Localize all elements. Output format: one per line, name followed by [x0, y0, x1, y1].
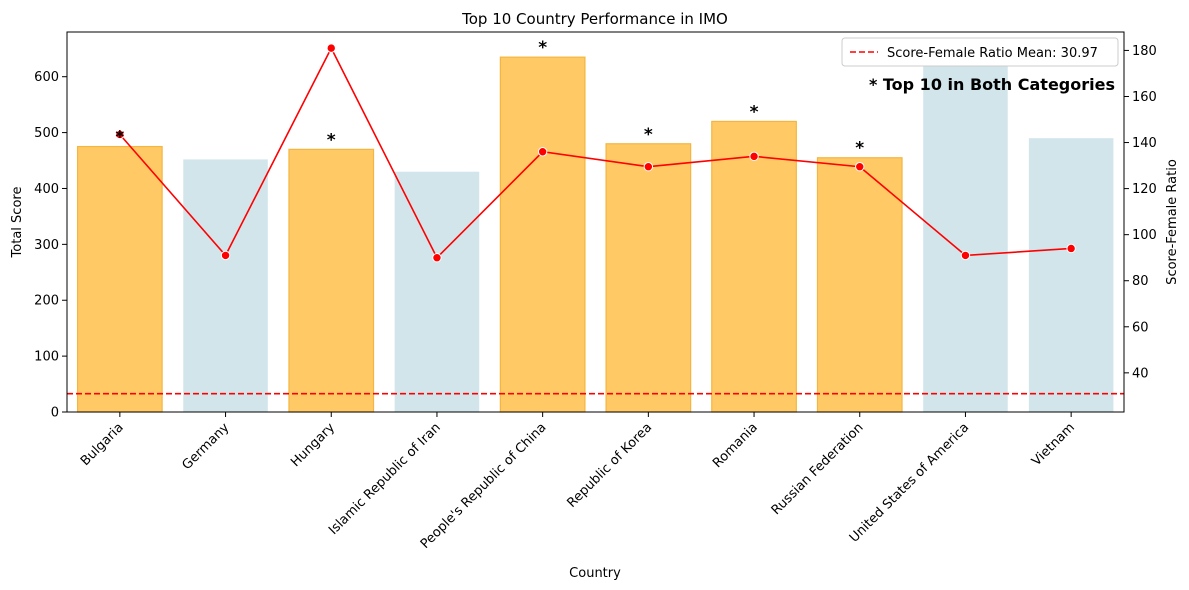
y2-tick-label: 120 [1132, 182, 1157, 197]
ratio-point [326, 43, 336, 53]
star-marker: * [644, 125, 653, 145]
ratio-point [749, 151, 759, 162]
stars-layer: * * * * * * [115, 38, 864, 159]
legend: Score-Female Ratio Mean: 30.97 [841, 37, 1119, 67]
star-marker: * [538, 38, 547, 58]
ratio-point [855, 162, 865, 172]
x-tick-label: Romania [710, 420, 761, 471]
left-axis: 0 100 200 300 400 500 600 [34, 70, 67, 421]
y-tick-label: 100 [34, 350, 59, 365]
y-axis-title: Total Score [10, 187, 25, 259]
y-tick-label: 400 [34, 182, 59, 197]
line-layer [67, 43, 1124, 395]
right-axis: 40 60 80 100 120 140 160 180 [1124, 44, 1157, 381]
ratio-point [1066, 243, 1076, 254]
x-tick-label: People's Republic of China [418, 420, 550, 552]
star-marker: * [115, 128, 124, 148]
ratio-point [432, 252, 442, 263]
y-tick-label: 500 [34, 126, 59, 141]
y2-tick-label: 140 [1132, 136, 1157, 151]
bar-vietnam [1028, 138, 1114, 413]
x-tick-label: Germany [180, 420, 233, 473]
y2-tick-label: 100 [1132, 228, 1157, 243]
x-tick-label: Vietnam [1029, 420, 1078, 469]
bar-islamic-republic-of-iran [394, 171, 480, 412]
y2-tick-label: 80 [1132, 274, 1149, 289]
chart-title: Top 10 Country Performance in IMO [461, 10, 728, 28]
y-tick-label: 0 [51, 406, 59, 421]
ratio-line [119, 46, 1072, 260]
bar-hungary [288, 148, 375, 413]
y-tick-label: 600 [34, 70, 59, 85]
x-tick-label: Republic of Korea [565, 420, 656, 511]
y2-axis-title: Score-Female Ratio [1165, 159, 1180, 285]
x-axis-title: Country [569, 566, 621, 581]
x-tick-label: Hungary [288, 420, 338, 470]
ratio-point [220, 250, 231, 261]
legend-label: Score-Female Ratio Mean: 30.97 [887, 46, 1098, 61]
star-marker: * [327, 130, 336, 150]
x-tick-label: Russian Federation [769, 420, 867, 518]
x-tick-label: Islamic Republic of Iran [326, 420, 444, 538]
bar-united-states-of-america [923, 54, 1008, 413]
bar-republic-of-korea [605, 143, 692, 413]
y-tick-label: 300 [34, 238, 59, 253]
both-categories-annotation: * Top 10 in Both Categories [869, 75, 1115, 94]
y-tick-label: 200 [34, 294, 59, 309]
bar-russian-federation [816, 157, 903, 413]
ratio-point [115, 129, 125, 140]
plot-frame [66, 31, 1125, 413]
y2-tick-label: 180 [1132, 44, 1157, 59]
star-marker: * [750, 102, 759, 122]
bar-romania [711, 120, 797, 413]
y2-tick-label: 60 [1132, 320, 1149, 335]
x-tick-label: United States of America [847, 420, 972, 545]
star-marker: * [855, 139, 864, 159]
bar-bulgaria [76, 145, 163, 413]
x-tick-label: Bulgaria [78, 420, 127, 469]
ratio-point [643, 162, 654, 172]
ratio-point [960, 250, 971, 261]
bars-layer [76, 54, 1114, 413]
legend-box [841, 37, 1119, 67]
bar-people-s-republic-of-china [499, 56, 586, 413]
y2-tick-label: 160 [1132, 90, 1157, 105]
y2-tick-label: 40 [1132, 366, 1149, 381]
ratio-point [537, 147, 548, 157]
